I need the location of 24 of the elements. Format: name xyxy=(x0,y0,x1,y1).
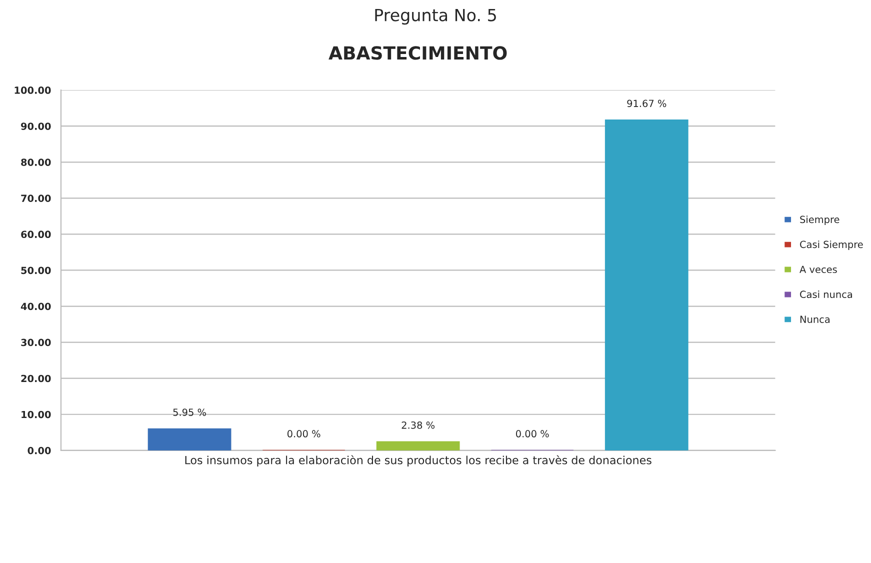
y-tick-label: 80.00 xyxy=(21,158,51,166)
y-tick-label: 70.00 xyxy=(21,194,51,202)
data-label: 0.00 % xyxy=(287,430,320,438)
legend-label: Siempre xyxy=(800,216,840,226)
legend-label: A veces xyxy=(800,266,837,274)
data-label: 5.95 % xyxy=(173,408,206,416)
legend-label: Casi Siempre xyxy=(800,240,863,250)
y-tick-label: 20.00 xyxy=(21,374,51,382)
data-label: 91.67 % xyxy=(627,100,666,108)
data-label: 0.00 % xyxy=(516,430,549,438)
chart-title: ABASTECIMIENTO xyxy=(328,46,507,60)
y-tick-label: 50.00 xyxy=(21,266,51,274)
x-tick-label: Los insumos para la elaboraciòn de sus productos los recibe a travès de donaciones xyxy=(185,455,652,466)
y-tick-label: 100.00 xyxy=(14,86,51,94)
data-label: 2.38 % xyxy=(402,421,435,429)
chart-subtitle: Pregunta No. 5 xyxy=(375,8,496,25)
legend-label: Nunca xyxy=(800,316,830,323)
legend-label: Casi nunca xyxy=(800,290,852,298)
y-tick-label: 60.00 xyxy=(21,230,51,238)
y-tick-label: 30.00 xyxy=(21,338,51,346)
y-tick-label: 0.00 xyxy=(28,446,51,454)
y-tick-label: 90.00 xyxy=(21,122,51,130)
y-tick-label: 40.00 xyxy=(20,302,51,310)
y-tick-label: 10.00 xyxy=(22,410,51,418)
